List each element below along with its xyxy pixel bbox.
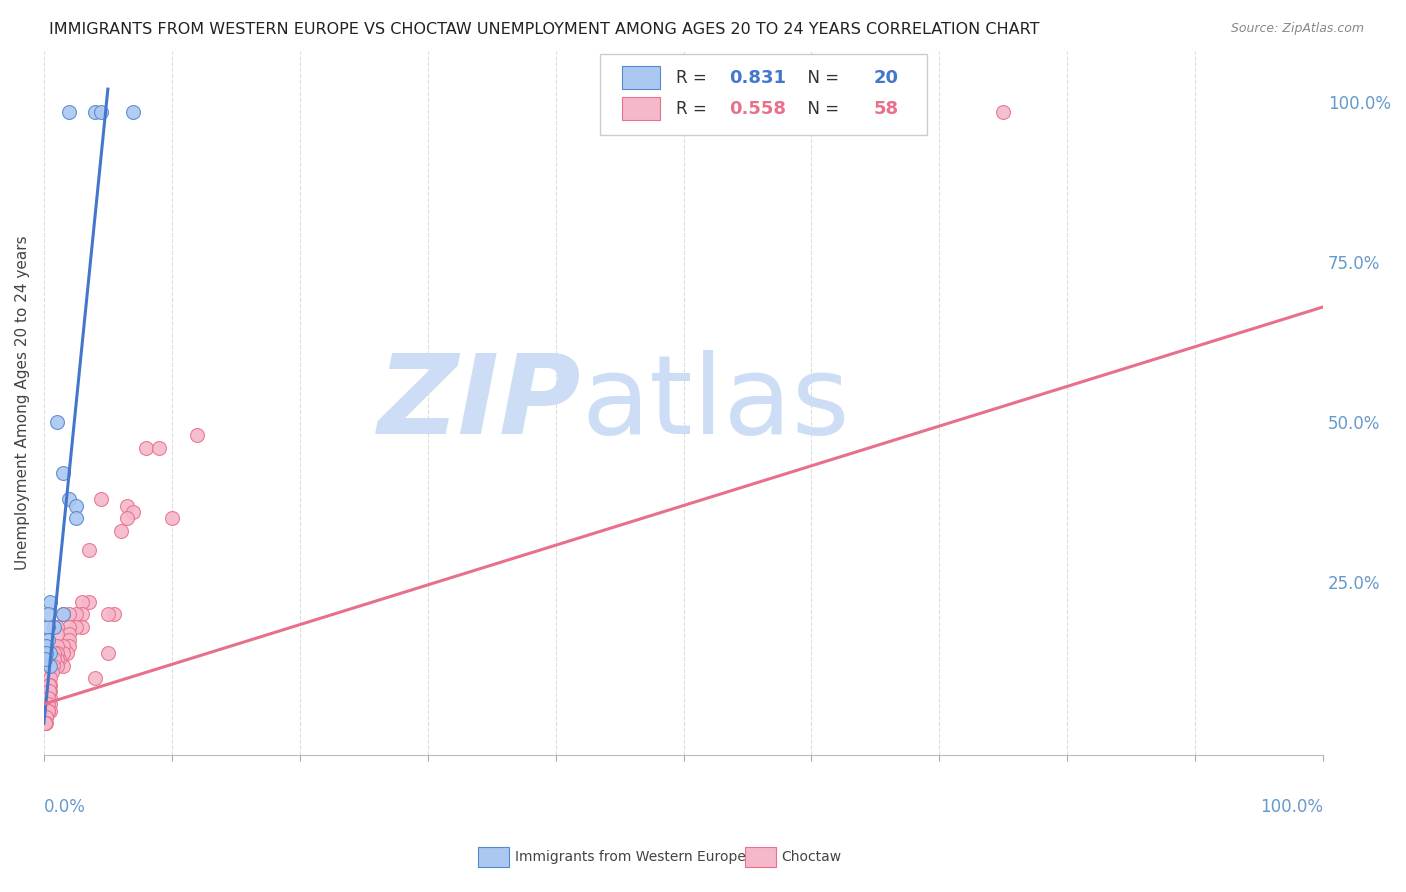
Point <box>72 594 94 608</box>
Point <box>148 441 170 455</box>
Text: 58: 58 <box>875 100 900 118</box>
Text: 100.0%: 100.0% <box>1260 797 1323 815</box>
Point <box>37 690 59 705</box>
Text: 0.0%: 0.0% <box>44 797 86 815</box>
Point <box>38 684 60 698</box>
Text: Immigrants from Western Europe: Immigrants from Western Europe <box>515 850 745 864</box>
Text: 0.831: 0.831 <box>730 69 786 87</box>
Point <box>58 104 80 119</box>
Point <box>186 428 208 442</box>
Point <box>45 626 67 640</box>
Text: Choctaw: Choctaw <box>782 850 842 864</box>
Point <box>90 492 112 507</box>
Point <box>97 646 120 660</box>
Point <box>39 594 62 608</box>
Text: ZIP: ZIP <box>378 350 581 457</box>
Point <box>39 658 62 673</box>
Point <box>110 524 132 538</box>
Point <box>993 104 1015 119</box>
Point <box>42 658 65 673</box>
Point <box>39 704 62 718</box>
Point <box>84 672 107 686</box>
Point <box>58 633 80 648</box>
Text: 0.558: 0.558 <box>730 100 786 118</box>
Point <box>39 672 62 686</box>
Point <box>72 607 94 622</box>
Y-axis label: Unemployment Among Ages 20 to 24 years: Unemployment Among Ages 20 to 24 years <box>15 235 30 570</box>
Point <box>58 620 80 634</box>
Point <box>45 640 67 654</box>
Point <box>52 658 75 673</box>
Point <box>97 607 120 622</box>
Point <box>65 607 87 622</box>
Text: Source: ZipAtlas.com: Source: ZipAtlas.com <box>1230 22 1364 36</box>
Point <box>39 690 62 705</box>
Point <box>65 511 87 525</box>
Point <box>35 716 58 731</box>
Point <box>35 646 58 660</box>
Point <box>90 104 112 119</box>
Point <box>72 620 94 634</box>
Point <box>52 640 75 654</box>
Point <box>35 640 58 654</box>
Point <box>41 665 63 679</box>
Point <box>56 646 79 660</box>
Point <box>58 626 80 640</box>
Point <box>38 678 60 692</box>
Point <box>77 543 100 558</box>
Point <box>39 646 62 660</box>
Text: atlas: atlas <box>581 350 849 457</box>
Point <box>65 620 87 634</box>
Point <box>42 646 65 660</box>
Text: R =: R = <box>676 69 711 87</box>
Point <box>52 467 75 481</box>
Point <box>48 652 70 666</box>
Point <box>52 607 75 622</box>
Point <box>122 104 145 119</box>
Point <box>42 620 65 634</box>
Point <box>37 704 59 718</box>
Text: N =: N = <box>797 69 845 87</box>
FancyBboxPatch shape <box>600 54 927 136</box>
Point <box>42 652 65 666</box>
Text: 20: 20 <box>875 69 898 87</box>
Point <box>39 697 62 711</box>
Point <box>45 415 67 429</box>
Point <box>45 652 67 666</box>
Text: IMMIGRANTS FROM WESTERN EUROPE VS CHOCTAW UNEMPLOYMENT AMONG AGES 20 TO 24 YEARS: IMMIGRANTS FROM WESTERN EUROPE VS CHOCTA… <box>49 22 1039 37</box>
Point <box>45 620 67 634</box>
Point <box>37 704 59 718</box>
Point <box>34 716 56 731</box>
Point <box>122 505 145 519</box>
FancyBboxPatch shape <box>621 97 661 120</box>
Point <box>58 607 80 622</box>
Text: R =: R = <box>676 100 711 118</box>
Point <box>160 511 183 525</box>
Point <box>135 441 157 455</box>
Point <box>39 684 62 698</box>
Point <box>35 710 58 724</box>
Point <box>52 607 75 622</box>
Point <box>34 652 56 666</box>
Point <box>37 607 59 622</box>
Point <box>37 620 59 634</box>
Point <box>115 511 138 525</box>
Point <box>65 499 87 513</box>
Point <box>58 492 80 507</box>
Point <box>115 499 138 513</box>
Point <box>58 640 80 654</box>
Point <box>35 710 58 724</box>
Point <box>45 658 67 673</box>
Point <box>45 646 67 660</box>
Point <box>37 633 59 648</box>
Point <box>37 697 59 711</box>
Point <box>52 646 75 660</box>
Point <box>39 678 62 692</box>
Point <box>77 594 100 608</box>
FancyBboxPatch shape <box>621 66 661 89</box>
Point <box>103 607 125 622</box>
Text: N =: N = <box>797 100 845 118</box>
Point <box>84 104 107 119</box>
